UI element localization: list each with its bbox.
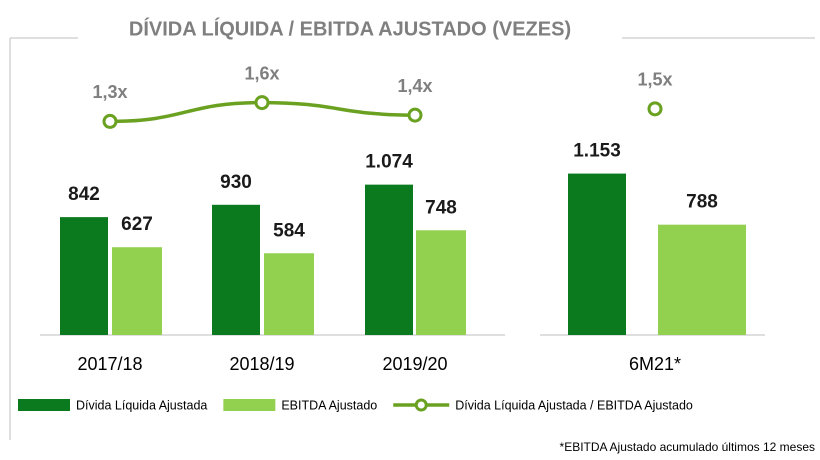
bar [264,253,314,335]
data-label: 1,3x [92,82,127,102]
data-label: 1,4x [397,76,432,96]
x-tick-label: 2018/19 [229,354,294,374]
data-label: 627 [121,214,153,235]
footnote: *EBITDA Ajustado acumulado últimos 12 me… [560,440,815,454]
bar [568,173,626,335]
data-label: 1,5x [637,70,672,90]
bar [658,224,746,335]
x-tick-label: 2017/18 [77,354,142,374]
data-label: 1.153 [573,141,621,162]
legend-label: Dívida Líquida Ajustada [76,398,207,412]
legend-swatch [223,399,276,411]
data-label: 788 [686,192,718,213]
legend-swatch [414,398,428,412]
line-marker [102,113,118,129]
line-marker [407,107,423,123]
x-tick-label: 6M21* [629,354,681,374]
bar [60,217,108,335]
bar [365,184,413,335]
bar [212,204,260,335]
data-label: 1,6x [244,63,279,83]
line-segment [261,100,416,117]
legend-swatch [18,399,70,411]
data-label: 1.074 [365,152,413,173]
data-label: 584 [273,220,305,241]
line-segment [109,100,263,124]
data-label: 748 [425,197,457,218]
data-label: 842 [68,184,100,205]
line-marker [254,95,270,111]
line-marker [647,101,663,117]
data-label: 930 [220,172,252,193]
legend-label: Dívida Líquida Ajustada / EBITDA Ajustad… [455,398,693,412]
chart-title: DÍVIDA LÍQUIDA / EBITDA AJUSTADO (VEZES) [129,17,571,40]
legend-label: EBITDA Ajustado [281,398,377,412]
bar [416,230,466,335]
x-tick-label: 2019/20 [382,354,447,374]
bar [112,247,162,335]
